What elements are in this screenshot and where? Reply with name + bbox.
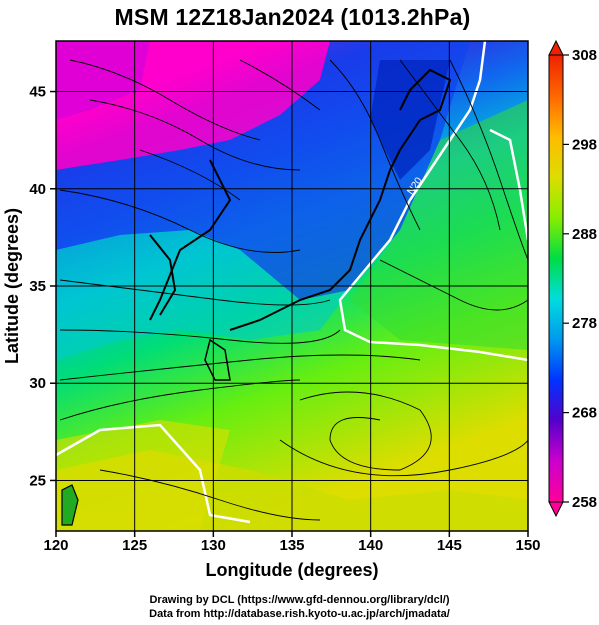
colorbar-tick-label: 308 [572, 47, 597, 64]
streamlines [59, 59, 528, 521]
y-axis-title: Latitude (degrees) [2, 208, 22, 364]
y-tick-label: 40 [29, 181, 46, 198]
y-tick-label: 25 [29, 472, 46, 489]
x-axis-ticks: 120 125 130 135 140 145 150 [43, 531, 541, 554]
y-axis-ticks: 25 30 35 40 45 [29, 84, 56, 489]
x-axis-title: Longitude (degrees) [205, 560, 378, 580]
y-tick-label: 45 [29, 84, 46, 101]
colorbar-min-arrow [548, 501, 564, 518]
colorbar-tick-label: 288 [572, 226, 597, 243]
x-tick-label: 140 [358, 537, 383, 554]
x-tick-label: 130 [201, 537, 226, 554]
x-tick-label: 120 [43, 537, 68, 554]
graticule [56, 41, 528, 531]
y-tick-label: 35 [29, 278, 46, 295]
y-tick-label: 30 [29, 375, 46, 392]
data-source-credit: Data from http://database.rish.kyoto-u.a… [149, 608, 450, 620]
colorbar-tick-label: 268 [572, 405, 597, 422]
colorbar-tick-label: 258 [572, 494, 597, 511]
x-tick-label: 145 [437, 537, 462, 554]
colorbar-tick-label: 298 [572, 136, 597, 153]
drawing-credit: Drawing by DCL (https://www.gfd-dennou.o… [149, 594, 450, 606]
x-tick-label: 150 [515, 537, 540, 554]
colorbar-tick-label: 278 [572, 315, 597, 332]
x-tick-label: 125 [122, 537, 147, 554]
colorbar-body [548, 54, 564, 503]
colorbar-max-arrow [548, 39, 564, 56]
chart-title: MSM 12Z18Jan2024 (1013.2hPa) [114, 4, 471, 30]
x-tick-label: 135 [279, 537, 304, 554]
colorbar: 258 268 278 288 298 308 [548, 39, 597, 518]
